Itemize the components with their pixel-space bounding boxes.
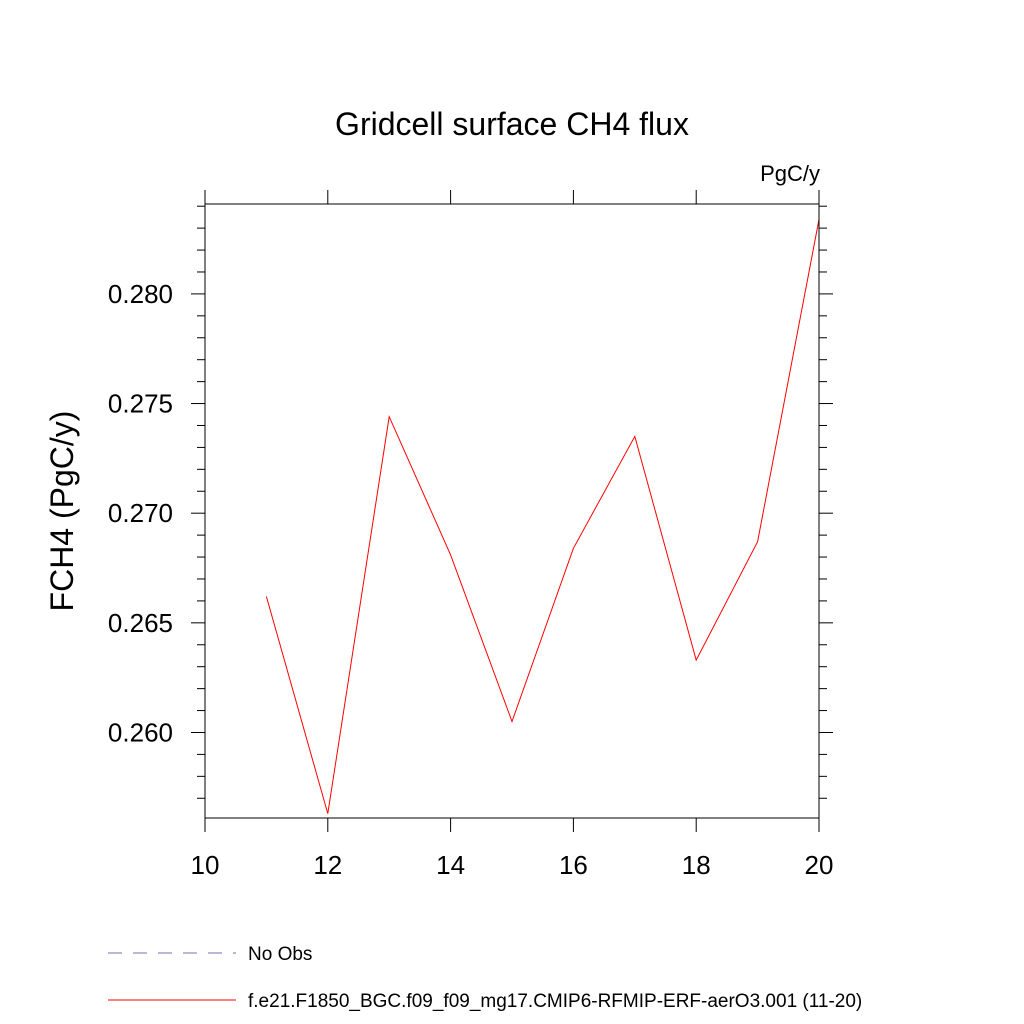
series-line <box>265 219 820 814</box>
y-tick-label: 0.265 <box>108 608 173 638</box>
y-tick-label: 0.275 <box>108 389 173 419</box>
y-tick-label: 0.280 <box>108 279 173 309</box>
x-tick-label: 16 <box>559 850 588 880</box>
y-tick-label: 0.270 <box>108 498 173 528</box>
x-tick-label: 20 <box>805 850 834 880</box>
y-axis-label: FCH4 (PgC/y) <box>44 411 80 612</box>
chart-title: Gridcell surface CH4 flux <box>335 106 689 142</box>
legend-label: f.e21.F1850_BGC.f09_f09_mg17.CMIP6-RFMIP… <box>248 991 862 1012</box>
x-tick-label: 18 <box>682 850 711 880</box>
units-label: PgC/y <box>760 161 820 186</box>
legend-label: No Obs <box>248 944 312 965</box>
legend: No Obs f.e21.F1850_BGC.f09_f09_mg17.CMIP6… <box>108 944 862 1012</box>
x-tick-label: 12 <box>313 850 342 880</box>
y-tick-label: 0.260 <box>108 717 173 747</box>
ticks-layer: 10 12 14 16 18 20 0.260 0.265 0.270 0.275 0.280 <box>108 190 834 880</box>
x-tick-label: 14 <box>436 850 465 880</box>
plot-frame <box>204 203 820 819</box>
data-layer <box>265 219 820 814</box>
x-tick-label: 10 <box>191 850 220 880</box>
